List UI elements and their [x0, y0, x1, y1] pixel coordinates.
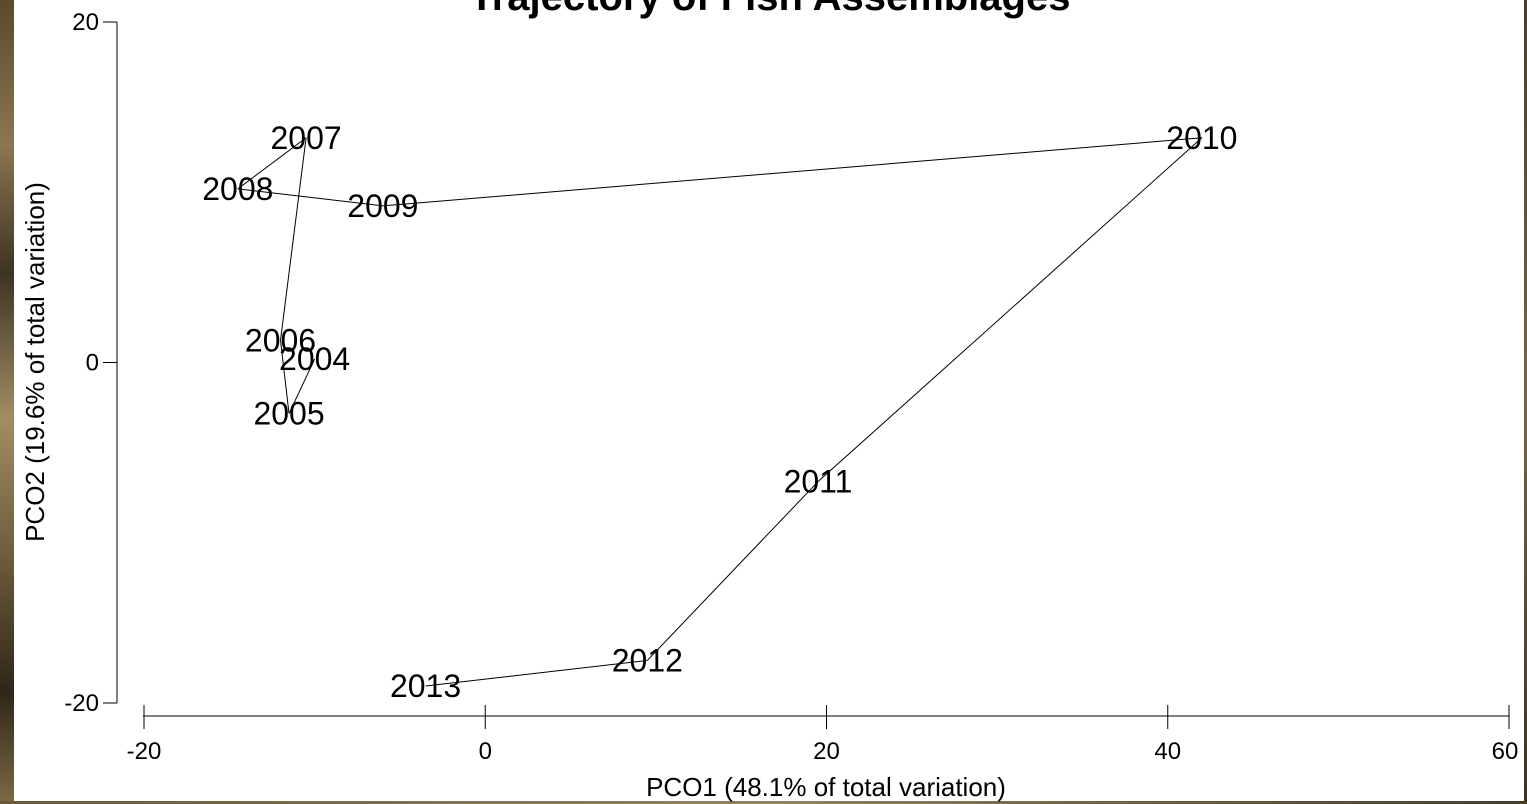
x-tick-label: 0: [479, 738, 492, 765]
trajectory-segment-2004-2005: [288, 358, 316, 414]
point-label-2004: 2004: [279, 341, 350, 377]
trajectory-segment-2008-2009: [237, 188, 383, 207]
point-label-2011: 2011: [784, 464, 853, 500]
y-tick-label: 20: [72, 9, 99, 36]
trajectory-lines: [237, 137, 1203, 687]
point-label-2005: 2005: [253, 396, 324, 432]
point-label-2008: 2008: [202, 171, 273, 207]
point-label-2006: 2006: [245, 322, 316, 358]
trajectory-segment-2005-2006: [280, 340, 290, 414]
chart-title: Trajectory of Fish Assemblages: [470, 0, 1071, 19]
x-tick-label: 40: [1154, 738, 1181, 765]
point-label-2013: 2013: [390, 668, 461, 704]
trajectory-segment-2009-2010: [382, 137, 1202, 207]
background-photo-edge-bottom: [0, 801, 1527, 804]
background-photo-edge-left: [0, 0, 14, 804]
trajectory-segment-2006-2007: [280, 137, 307, 341]
x-tick-label: -20: [127, 738, 162, 765]
point-label-2009: 2009: [347, 188, 418, 224]
x-axis-title: PCO1 (48.1% of total variation): [646, 772, 1006, 802]
point-label-2012: 2012: [612, 642, 683, 678]
x-ticks: -20 0 20 40 60: [127, 705, 1519, 765]
point-label-2010: 2010: [1166, 120, 1237, 156]
background-photo-edge-right: [1524, 0, 1527, 804]
point-labels: 2004 2005 2006 2007 2008 2009 2010 2011 2012 2013: [202, 120, 1237, 704]
trajectory-segment-2007-2008: [237, 137, 307, 190]
x-tick-label: 60: [1492, 738, 1519, 765]
trajectory-segment-2011-2012: [646, 481, 819, 661]
y-tick-label: -20: [64, 690, 99, 717]
x-tick-label: 20: [813, 738, 840, 765]
trajectory-segment-2012-2013: [425, 659, 648, 687]
trajectory-segment-2010-2011: [817, 137, 1203, 483]
y-axis-title: PCO2 (19.6% of total variation): [20, 182, 50, 542]
y-ticks: -20 0 20: [64, 9, 117, 717]
y-tick-label: 0: [86, 350, 99, 377]
point-label-2007: 2007: [271, 120, 342, 156]
